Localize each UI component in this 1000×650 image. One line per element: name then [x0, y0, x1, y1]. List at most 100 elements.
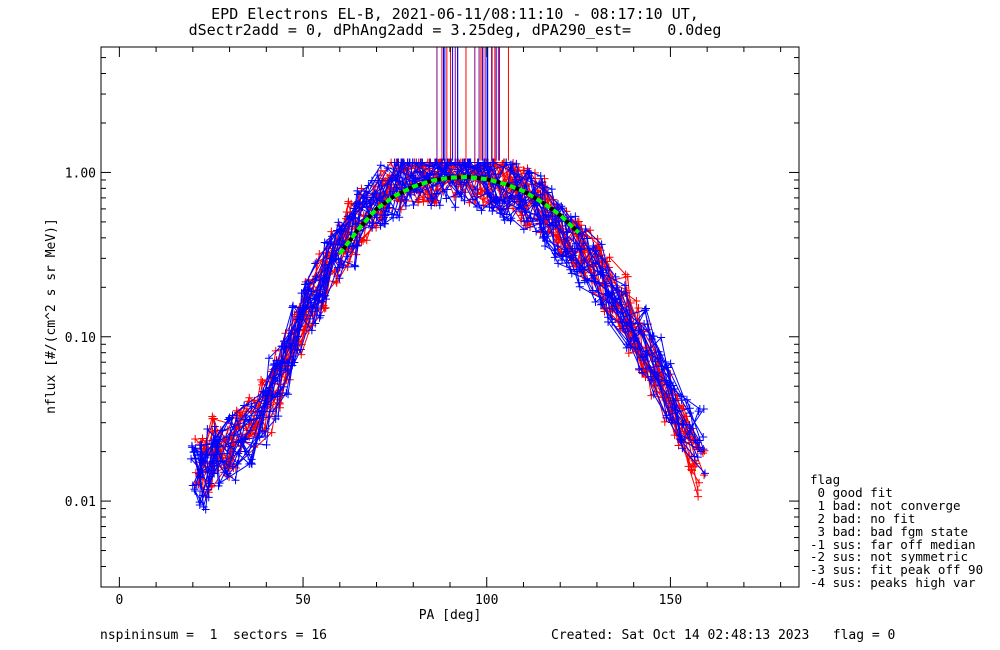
data-point [701, 469, 710, 478]
data-point [597, 240, 606, 249]
data-point [519, 166, 528, 175]
data-point [512, 159, 521, 168]
data-point [226, 442, 235, 451]
data-point [240, 447, 249, 456]
data-point [519, 225, 528, 234]
data-point [498, 199, 507, 208]
data-point [416, 168, 425, 177]
data-point [442, 185, 451, 194]
data-point [477, 206, 486, 215]
data-point [671, 406, 680, 415]
data-point [693, 453, 702, 462]
data-point [188, 481, 197, 490]
data-point [371, 188, 380, 197]
data-point [247, 458, 256, 467]
data-point [460, 196, 469, 205]
chart-title: EPD Electrons EL-B, 2021-06-11/08:11:10 … [211, 5, 699, 23]
x-tick-label: 100 [475, 593, 498, 608]
data-point [311, 259, 320, 268]
chart-subtitle: dSectr2add = 0, dPhAng2add = 3.25deg, dP… [188, 21, 722, 39]
data-point [438, 165, 447, 174]
series-trace [199, 161, 685, 503]
data-point [662, 411, 671, 420]
data-point [245, 426, 254, 435]
data-point [314, 296, 323, 305]
data-point [338, 222, 347, 231]
data-point [190, 485, 199, 494]
data-point [640, 320, 649, 329]
data-point [457, 166, 466, 175]
data-point [690, 452, 699, 461]
data-point [281, 364, 290, 373]
data-point [322, 295, 331, 304]
footer-left: nspininsum = 1 sectors = 16 [100, 628, 327, 643]
data-point [567, 269, 576, 278]
data-point [562, 259, 571, 268]
data-point [591, 259, 600, 268]
data-point [327, 254, 336, 263]
data-point [632, 296, 641, 305]
data-point [589, 241, 598, 250]
data-point [575, 265, 584, 274]
data-point [484, 166, 493, 175]
x-tick-label: 50 [295, 593, 311, 608]
data-point [620, 281, 629, 290]
data-point [308, 307, 317, 316]
data-point [562, 207, 571, 216]
data-point [347, 242, 356, 251]
data-point [699, 432, 708, 441]
data-point [419, 197, 428, 206]
data-point [400, 159, 409, 168]
data-point [280, 341, 289, 350]
legend-item: -1 sus: far off median [810, 536, 976, 552]
data-point [210, 422, 219, 431]
data-point [442, 168, 451, 177]
data-point [377, 181, 386, 190]
data-point [312, 272, 321, 281]
data-point [500, 216, 509, 225]
data-point [353, 186, 362, 195]
data-point [528, 217, 537, 226]
data-point [635, 326, 644, 335]
data-point [512, 178, 521, 187]
data-point [233, 408, 242, 417]
data-point [583, 234, 592, 243]
data-point [647, 376, 656, 385]
data-point [334, 218, 343, 227]
flag-legend: flag 0 good fit 1 bad: not converge 2 ba… [810, 473, 983, 590]
data-point [551, 221, 560, 230]
data-point [593, 234, 602, 243]
data-point [682, 412, 691, 421]
y-tick-label: 0.10 [65, 331, 96, 346]
data-point [394, 158, 403, 167]
data-point [619, 312, 628, 321]
series-trace [199, 168, 694, 452]
data-point [224, 415, 233, 424]
data-point [197, 441, 206, 450]
data-point [208, 412, 217, 421]
data-point [488, 207, 497, 216]
data-point [694, 443, 703, 452]
data-point [532, 227, 541, 236]
data-point [362, 236, 371, 245]
data-point [611, 272, 620, 281]
data-point [474, 158, 483, 167]
data-point [307, 326, 316, 335]
data-point [389, 213, 398, 222]
data-point [662, 389, 671, 398]
data-point [521, 208, 530, 217]
data-point [553, 199, 562, 208]
data-point [359, 236, 368, 245]
data-point [677, 392, 686, 401]
data-point [427, 201, 436, 210]
data-point [241, 415, 250, 424]
data-point [642, 304, 651, 313]
data-point [428, 194, 437, 203]
data-point [536, 172, 545, 181]
y-tick-label: 0.01 [65, 495, 96, 510]
data-point [574, 278, 583, 287]
data-point [447, 158, 456, 167]
data-point [554, 259, 563, 268]
series-trace [200, 162, 696, 507]
data-point [201, 505, 210, 514]
